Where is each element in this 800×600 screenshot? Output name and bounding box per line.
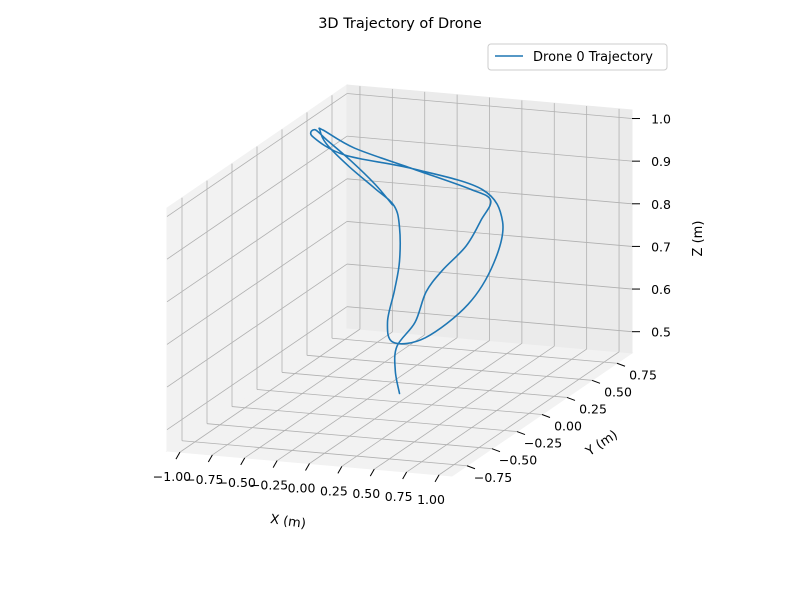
tick-label: 0.00 bbox=[554, 419, 582, 434]
y-axis-label: Y (m) bbox=[583, 428, 621, 461]
grid-line bbox=[331, 337, 618, 364]
grid-line bbox=[346, 221, 633, 247]
chart-title: 3D Trajectory of Drone bbox=[318, 16, 482, 32]
grid-line bbox=[166, 221, 348, 345]
tick-mark bbox=[369, 468, 375, 477]
grid-line bbox=[166, 263, 348, 388]
grid-line bbox=[231, 406, 518, 432]
tick-label: 1.0 bbox=[651, 112, 671, 127]
legend: Drone 0 Trajectory bbox=[487, 43, 668, 71]
tick-mark bbox=[272, 460, 278, 468]
tick-label: 0.9 bbox=[651, 154, 671, 169]
tick-label: −1.00 bbox=[153, 469, 191, 484]
grid-line bbox=[166, 178, 348, 303]
tick-mark bbox=[337, 466, 343, 474]
grid-line bbox=[346, 306, 633, 333]
tick-label: 0.7 bbox=[651, 239, 671, 254]
tick-label: −0.25 bbox=[250, 478, 288, 493]
axis-ticks: −1.00−0.75−0.50−0.25 0.00 0.25 0.50 0.75 1.00… bbox=[153, 112, 671, 507]
grid-line bbox=[166, 135, 348, 260]
grid-line bbox=[166, 93, 348, 217]
grid-line bbox=[181, 440, 468, 467]
tick-label: −0.25 bbox=[524, 436, 562, 451]
axis-panes bbox=[165, 84, 634, 477]
series-line-0 bbox=[309, 127, 504, 395]
tick-mark bbox=[402, 471, 408, 480]
tick-mark bbox=[541, 414, 551, 418]
tick-label: 0.25 bbox=[579, 401, 607, 416]
grid-line bbox=[256, 389, 543, 415]
grid-line bbox=[346, 93, 633, 119]
tick-label: −0.50 bbox=[218, 475, 256, 490]
tick-label: 0.75 bbox=[629, 367, 657, 382]
tick-mark bbox=[466, 465, 476, 470]
tick-label: 0.5 bbox=[651, 325, 671, 340]
tick-label: 1.00 bbox=[417, 492, 445, 507]
legend-label: Drone 0 Trajectory bbox=[533, 50, 653, 65]
tick-mark bbox=[516, 431, 526, 436]
tick-mark bbox=[175, 451, 181, 460]
tick-mark bbox=[207, 454, 213, 463]
grid-line bbox=[281, 372, 568, 398]
grid-line bbox=[346, 178, 633, 205]
series-layer bbox=[309, 127, 504, 395]
tick-mark bbox=[591, 379, 601, 384]
grid-line bbox=[206, 423, 493, 450]
tick-mark bbox=[566, 396, 576, 401]
grid-line bbox=[166, 306, 348, 431]
legend-box bbox=[487, 43, 668, 71]
tick-mark bbox=[491, 448, 501, 453]
tick-label: 0.6 bbox=[651, 282, 671, 297]
tick-label: 0.25 bbox=[320, 483, 348, 498]
grid-line bbox=[346, 135, 633, 162]
tick-label: 0.8 bbox=[651, 197, 671, 212]
grid-line bbox=[306, 354, 593, 381]
grid-lines bbox=[166, 86, 633, 476]
tick-label: 0.00 bbox=[288, 481, 316, 496]
tick-mark bbox=[240, 457, 246, 466]
tick-label: −0.75 bbox=[185, 472, 223, 487]
tick-mark bbox=[434, 474, 440, 483]
tick-label: 0.50 bbox=[352, 486, 380, 501]
z-axis-label: Z (m) bbox=[691, 221, 706, 257]
tick-label: −0.50 bbox=[499, 453, 537, 468]
x-axis-label: X (m) bbox=[269, 512, 307, 532]
tick-label: 0.75 bbox=[385, 489, 413, 504]
tick-mark bbox=[305, 463, 310, 471]
grid-line bbox=[346, 263, 633, 290]
tick-label: 0.50 bbox=[604, 384, 632, 399]
tick-mark bbox=[616, 362, 626, 367]
tick-label: −0.75 bbox=[474, 470, 512, 485]
